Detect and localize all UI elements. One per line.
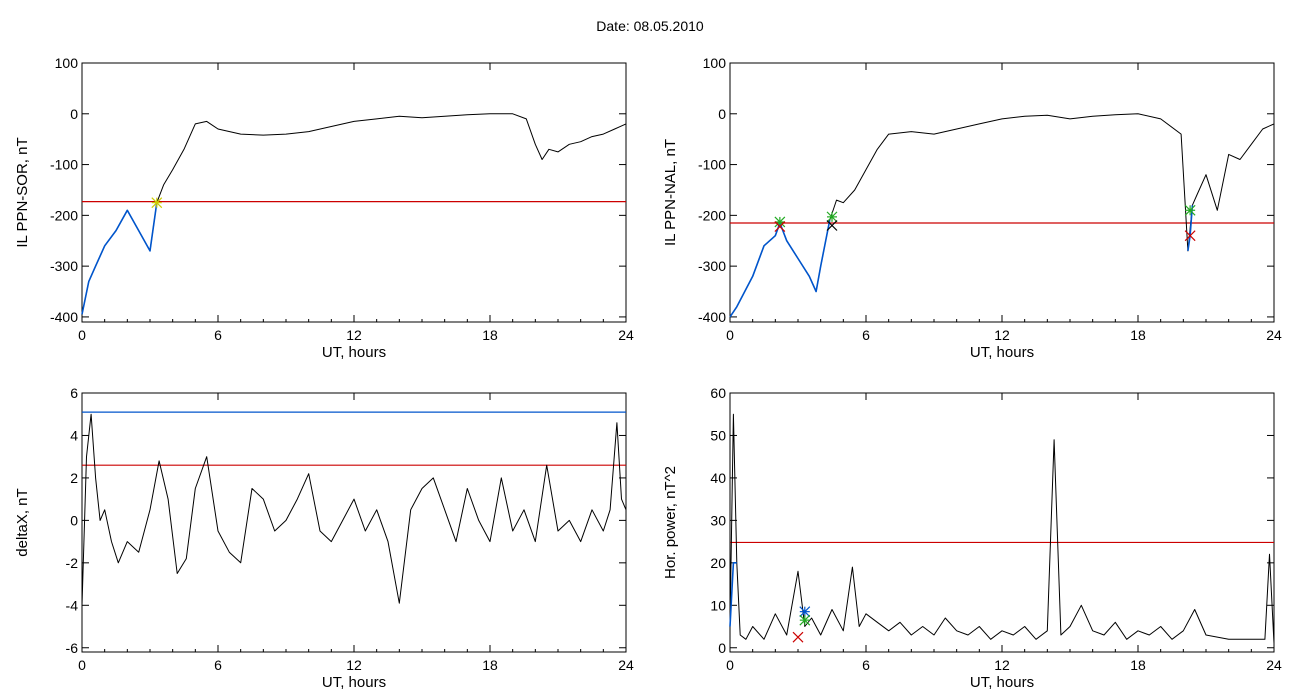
series-line-1 bbox=[81, 113, 627, 315]
y-axis-label: deltaX, nT bbox=[14, 488, 31, 556]
x-tick-label: 6 bbox=[862, 327, 870, 343]
chart-panel-2: 0 6 12 18 24 -400 -300 -200 -100 0 100 UT, hours IL … bbox=[662, 55, 1282, 361]
x-tick-label: 24 bbox=[618, 657, 634, 673]
y-tick-label: -2 bbox=[66, 555, 79, 571]
marker-cross bbox=[792, 631, 804, 643]
x-tick-label: 0 bbox=[726, 657, 734, 673]
x-tick-label: 18 bbox=[482, 657, 498, 673]
y-tick-label: 0 bbox=[70, 106, 78, 122]
x-tick-label: 12 bbox=[346, 657, 362, 673]
x-tick-label: 0 bbox=[78, 327, 86, 343]
x-tick-label: 0 bbox=[78, 657, 86, 673]
y-tick-label: -400 bbox=[50, 309, 78, 325]
marker-cross bbox=[774, 221, 786, 232]
series-line-2 bbox=[729, 220, 831, 318]
y-tick-label: 40 bbox=[710, 470, 726, 486]
x-tick-label: 24 bbox=[1266, 327, 1282, 343]
plot-frame bbox=[81, 62, 627, 323]
y-tick-label: -400 bbox=[698, 309, 726, 325]
y-tick-label: 100 bbox=[703, 55, 727, 71]
plot-frame bbox=[81, 392, 627, 653]
y-tick-label: 60 bbox=[710, 385, 726, 401]
marker-asterisk bbox=[826, 211, 838, 223]
x-tick-label: 18 bbox=[1130, 327, 1146, 343]
x-tick-label: 12 bbox=[346, 327, 362, 343]
y-tick-label: 2 bbox=[70, 470, 78, 486]
y-axis-label: IL PPN-SOR, nT bbox=[14, 137, 31, 247]
chart-panel-1: 0 6 12 18 24 -400 -300 -200 -100 0 100 UT, hours IL … bbox=[14, 55, 634, 361]
marker-cross bbox=[1184, 230, 1196, 242]
y-tick-label: 50 bbox=[710, 427, 726, 443]
y-tick-label: -4 bbox=[66, 597, 79, 613]
marker-asterisk bbox=[799, 614, 811, 626]
y-axis-label: IL PPN-NAL, nT bbox=[662, 139, 679, 246]
x-tick-label: 12 bbox=[994, 327, 1010, 343]
y-tick-label: 20 bbox=[710, 555, 726, 571]
y-tick-label: 30 bbox=[710, 512, 726, 528]
y-tick-label: -100 bbox=[50, 157, 78, 173]
marker-asterisk bbox=[1184, 204, 1196, 216]
y-tick-label: -300 bbox=[50, 258, 78, 274]
y-tick-label: 10 bbox=[710, 597, 726, 613]
x-tick-label: 6 bbox=[214, 657, 222, 673]
x-tick-label: 12 bbox=[994, 657, 1010, 673]
chart-panel-4: 0 6 12 18 24 0 10 20 30 40 50 60 UT, hours Hor. power… bbox=[662, 385, 1282, 691]
y-tick-label: 0 bbox=[718, 106, 726, 122]
x-tick-label: 18 bbox=[1130, 657, 1146, 673]
y-tick-label: -6 bbox=[66, 640, 79, 656]
y-tick-label: 4 bbox=[70, 427, 78, 443]
marker-asterisk bbox=[799, 606, 811, 618]
figure-title: Date: 08.05.2010 bbox=[596, 18, 704, 34]
y-tick-label: 100 bbox=[55, 55, 79, 71]
x-tick-label: 6 bbox=[862, 657, 870, 673]
x-axis-label: UT, hours bbox=[970, 674, 1034, 691]
y-tick-label: 0 bbox=[718, 640, 726, 656]
y-tick-label: -300 bbox=[698, 258, 726, 274]
x-tick-label: 24 bbox=[618, 327, 634, 343]
x-axis-label: UT, hours bbox=[322, 344, 386, 361]
x-tick-label: 0 bbox=[726, 327, 734, 343]
y-tick-label: 6 bbox=[70, 385, 78, 401]
series-line-2 bbox=[81, 202, 158, 315]
x-tick-label: 6 bbox=[214, 327, 222, 343]
y-tick-label: -200 bbox=[698, 207, 726, 223]
y-tick-label: 0 bbox=[70, 512, 78, 528]
x-tick-label: 18 bbox=[482, 327, 498, 343]
x-axis-label: UT, hours bbox=[322, 674, 386, 691]
marker-cross bbox=[826, 220, 838, 231]
x-tick-label: 24 bbox=[1266, 657, 1282, 673]
y-axis-label: Hor. power, nT^2 bbox=[662, 466, 679, 579]
marker-asterisk bbox=[774, 216, 786, 228]
y-tick-label: -200 bbox=[50, 207, 78, 223]
marker-asterisk bbox=[151, 197, 163, 209]
series-line-2 bbox=[729, 561, 737, 627]
series-line-1 bbox=[729, 413, 1275, 644]
x-axis-label: UT, hours bbox=[970, 344, 1034, 361]
y-tick-label: -100 bbox=[698, 157, 726, 173]
series-line-1 bbox=[81, 413, 627, 606]
